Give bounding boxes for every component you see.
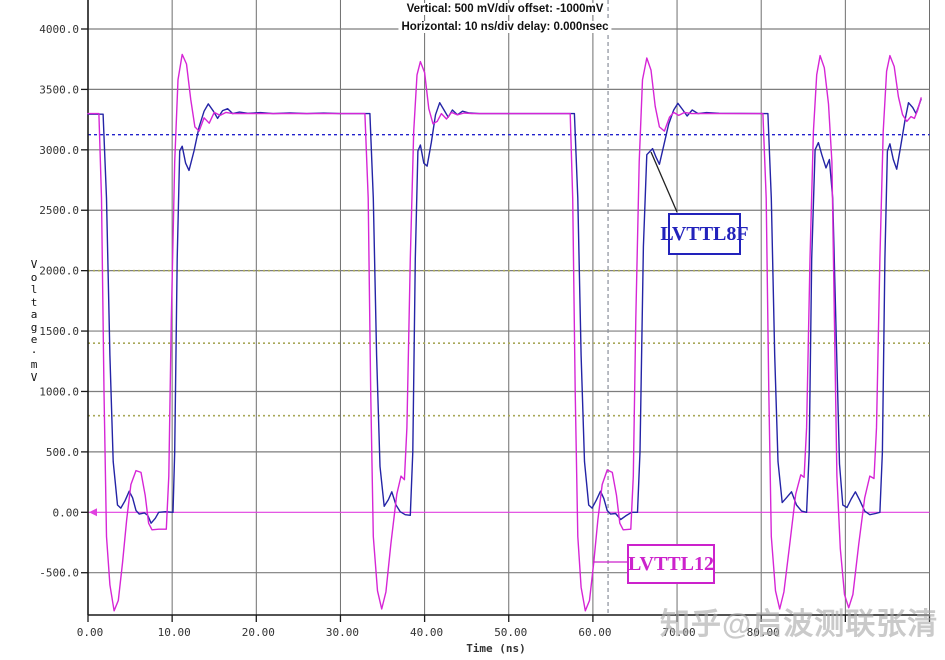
x-tick-label: 30.00 (326, 626, 359, 639)
y-tick-label: 3500.0 (39, 83, 79, 96)
callout-line (650, 151, 678, 213)
x-tick-label: 50.00 (494, 626, 527, 639)
waveform-lvttl12 (87, 53, 922, 612)
y-tick-label: 500.0 (46, 446, 79, 459)
y-tick-label: -500.0 (39, 567, 79, 580)
x-axis-title: Time (ns) (466, 642, 526, 655)
x-tick-label: 80.00 (747, 626, 780, 639)
y-tick-label: 2000.0 (39, 265, 79, 278)
waveform-lvttl8f (87, 98, 922, 524)
y-tick-label: 3000.0 (39, 144, 79, 157)
x-tick-label: 70.00 (662, 626, 695, 639)
y-tick-label: 4000.0 (39, 23, 79, 36)
x-tick-label: 20.00 (242, 626, 275, 639)
x-tick-label: 40.00 (410, 626, 443, 639)
y-tick-label: 1500.0 (39, 325, 79, 338)
zhihu-watermark: 知乎@启波测联张清 (660, 608, 939, 641)
zero-level-arrow-icon (89, 508, 97, 517)
y-tick-label: 0.00 (53, 506, 80, 519)
series-label-lvttl8f: LVTTL8F (660, 213, 749, 255)
x-tick-label: 10.00 (158, 626, 191, 639)
y-tick-label: 2500.0 (39, 204, 79, 217)
y-tick-label: 1000.0 (39, 385, 79, 398)
x-tick-label: 60.00 (578, 626, 611, 639)
x-tick-label: 0.00 (77, 626, 104, 639)
horizontal-scale-header: Horizontal: 10 ns/div delay: 0.000nsec (398, 21, 612, 33)
vertical-scale-header: Vertical: 500 mV/div offset: -1000mV (403, 3, 607, 15)
series-label-lvttl12: LVTTL12 (627, 544, 715, 584)
